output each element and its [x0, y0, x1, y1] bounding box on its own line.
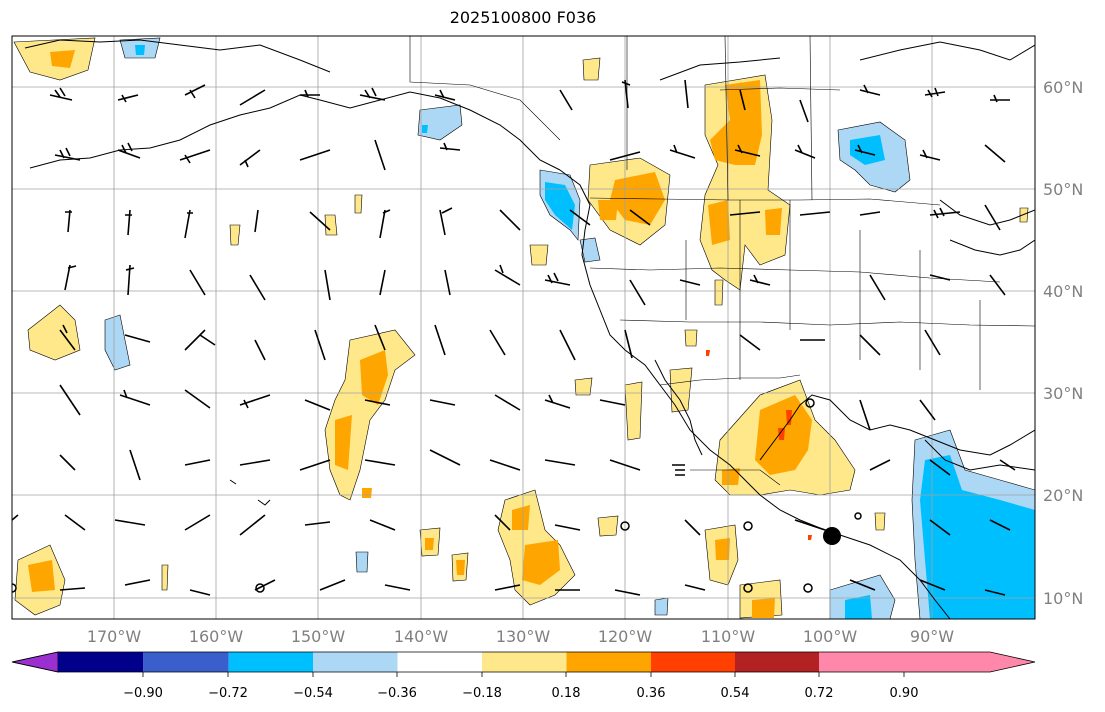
map-title: 2025100800 F036: [449, 8, 597, 27]
colorbar-segment: [651, 652, 735, 672]
colorbar-tick-label: −0.72: [208, 686, 248, 701]
colorbar-segment: [819, 652, 904, 672]
colorbar-tick-label: −0.90: [123, 686, 163, 701]
colorbar-segment: [313, 652, 398, 672]
colorbar-segment: [228, 652, 313, 672]
lat-label: 40°N: [1043, 282, 1083, 301]
station-marker: [823, 527, 841, 545]
colorbar-ticks: [142, 672, 905, 677]
colorbar-tick-label: −0.54: [293, 686, 333, 701]
lat-label: 20°N: [1043, 486, 1083, 505]
colorbar-tick-label: 0.90: [890, 686, 919, 701]
lon-label: 170°W: [87, 627, 142, 646]
negative-anomaly-mid: [135, 45, 1035, 619]
lon-label: 150°W: [291, 627, 346, 646]
longitude-labels: 170°W 160°W 150°W 140°W 130°W 120°W 110°…: [87, 627, 954, 646]
map-frame: [11, 35, 1036, 620]
colorbar-tick-label: 0.54: [721, 686, 750, 701]
lat-label: 60°N: [1043, 78, 1083, 97]
colorbar-outline: [11, 651, 1036, 673]
colorbar-tick-label: 0.36: [637, 686, 666, 701]
latitude-labels: 60°N 50°N 40°N 30°N 20°N 10°N: [1043, 78, 1083, 608]
colorbar-extend-high: [904, 652, 1035, 672]
lon-label: 110°W: [701, 627, 756, 646]
colorbar-tick-label: 0.72: [805, 686, 834, 701]
colorbar-tick-label: −0.18: [462, 686, 502, 701]
positive-anomaly-high: [706, 350, 812, 540]
lat-label: 10°N: [1043, 589, 1083, 608]
lat-label: 30°N: [1043, 384, 1083, 403]
colorbar-segment: [566, 652, 651, 672]
lon-label: 130°W: [496, 627, 551, 646]
colorbar-segment: [143, 652, 229, 672]
colorbar-segment: [397, 652, 482, 672]
colorbar-tick-label: −0.36: [377, 686, 417, 701]
lon-label: 90°W: [910, 627, 954, 646]
political-borders: [409, 36, 1035, 486]
colorbar-segment: [482, 652, 567, 672]
colorbar-segment: [58, 652, 144, 672]
calm-wind-markers: [12, 398, 862, 593]
lat-label: 50°N: [1043, 180, 1083, 199]
lon-label: 160°W: [189, 627, 244, 646]
colorbar-tick-label: 0.18: [552, 686, 581, 701]
colorbar-extend-low: [11, 651, 59, 673]
lon-label: 120°W: [598, 627, 653, 646]
graticule: [12, 36, 1035, 619]
colorbar: −0.90 −0.72 −0.54 −0.36 −0.18 0.18 0.36 …: [11, 651, 1036, 701]
colorbar-segment: [735, 652, 819, 672]
colorbar-tick-labels: −0.90 −0.72 −0.54 −0.36 −0.18 0.18 0.36 …: [123, 686, 918, 701]
wind-barbs: [12, 79, 1016, 596]
lon-label: 100°W: [803, 627, 858, 646]
lon-label: 140°W: [394, 627, 449, 646]
